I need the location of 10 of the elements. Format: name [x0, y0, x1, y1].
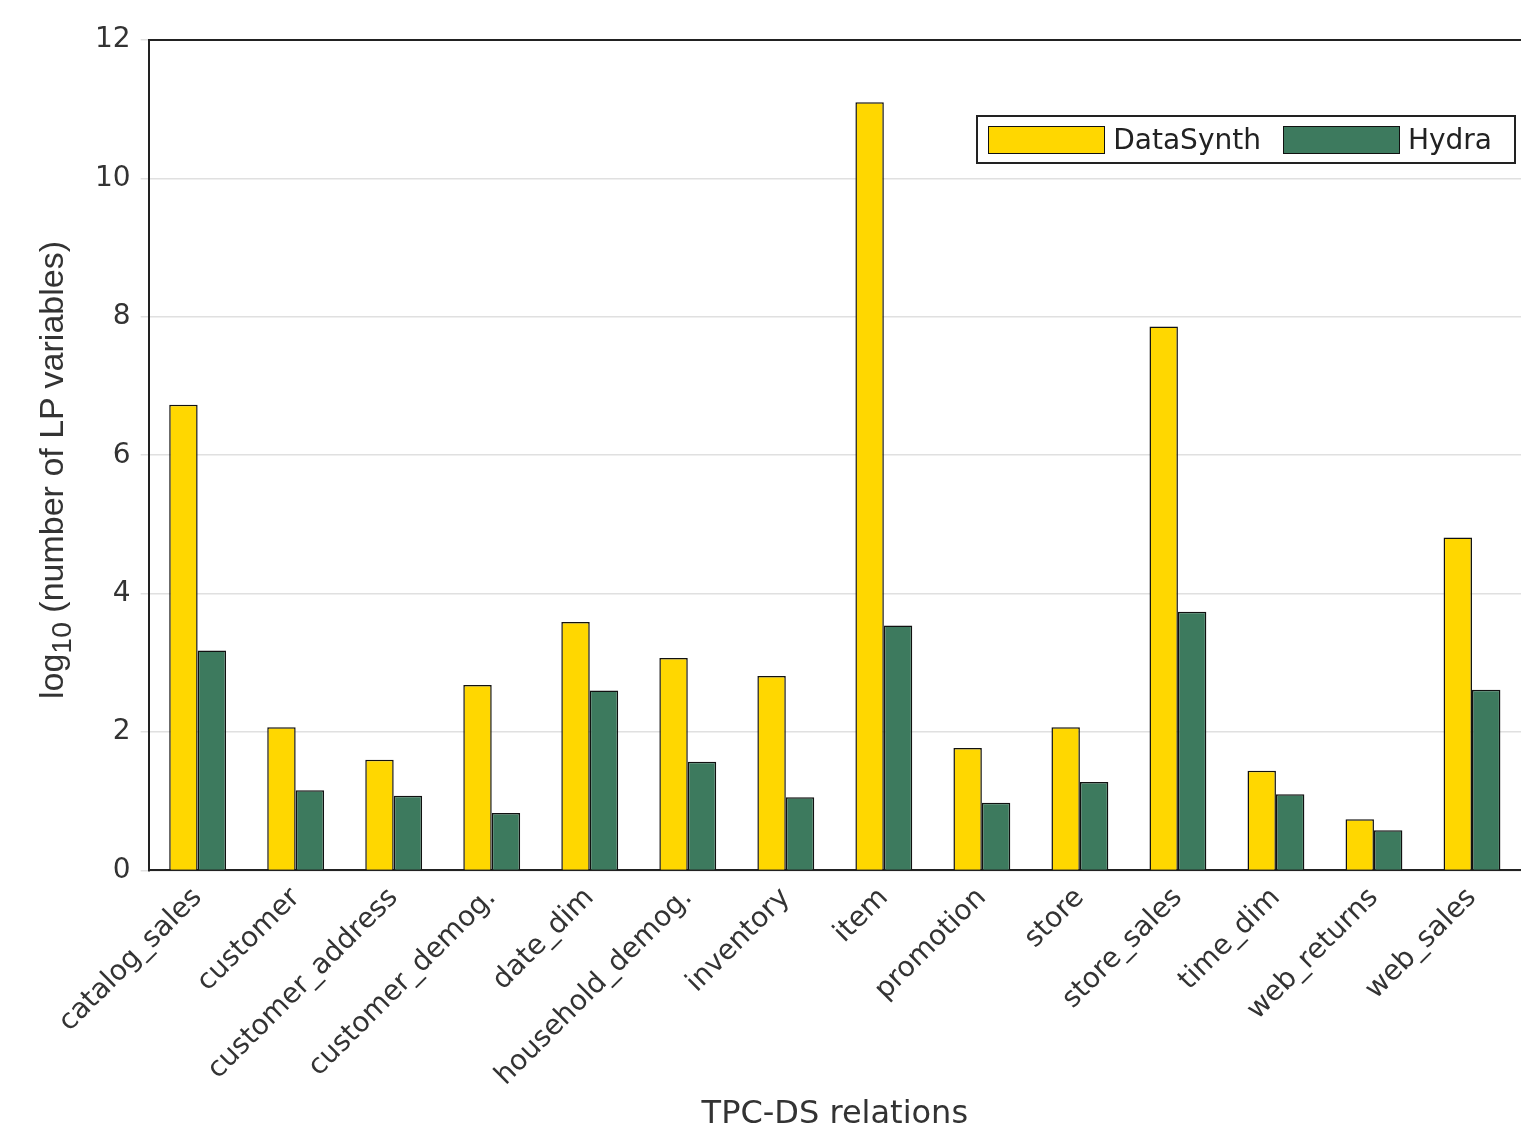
y-tick-label: 4 — [112, 574, 131, 608]
x-axis-title: TPC-DS relations — [700, 1093, 969, 1132]
y-tick-label: 10 — [94, 159, 131, 193]
y-tick-label: 8 — [112, 298, 131, 332]
y-tick-label: 2 — [112, 713, 131, 747]
legend-label: DataSynth — [1113, 123, 1261, 156]
y-tick-label: 6 — [112, 436, 131, 470]
legend-label: Hydra — [1407, 123, 1492, 156]
y-tick-label: 0 — [112, 851, 131, 885]
y-tick-label: 12 — [94, 21, 131, 55]
